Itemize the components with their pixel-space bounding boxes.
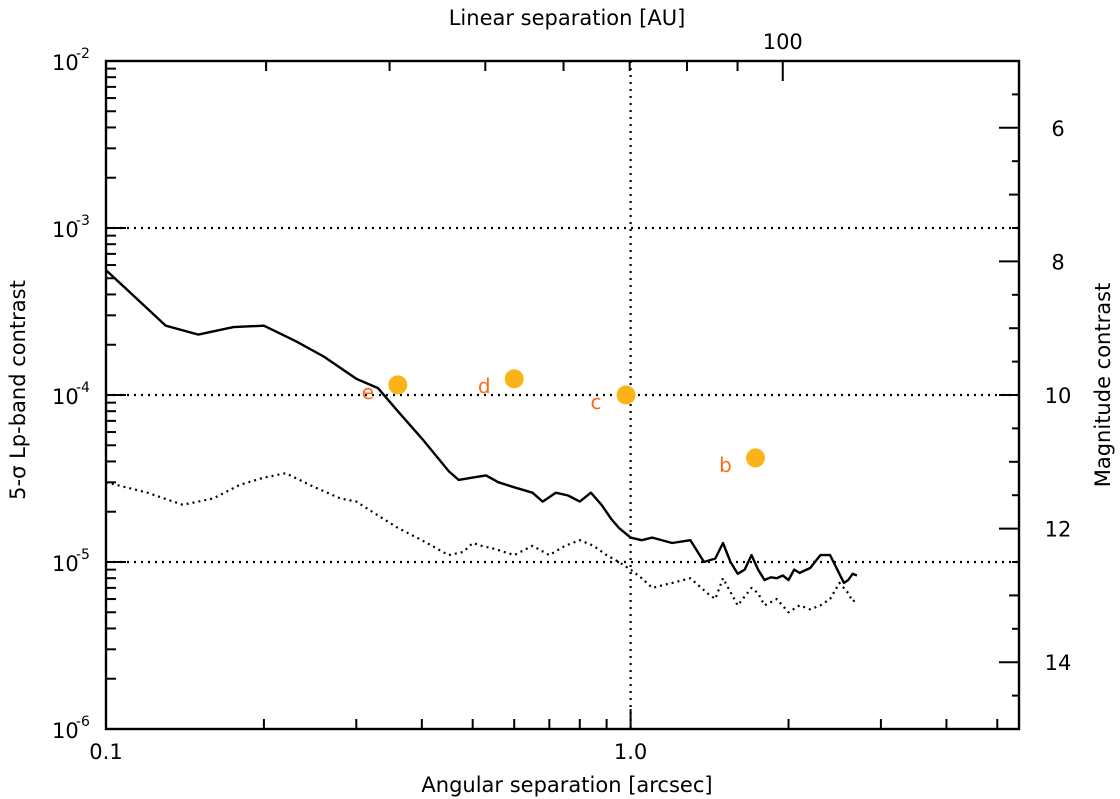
dotted-contrast-curve <box>105 472 858 614</box>
y-tick-label: 10-2 <box>52 46 90 75</box>
reference-lines <box>106 61 1019 729</box>
y-tick-label-base: 10 <box>52 51 79 75</box>
y-tick-label: 10-3 <box>52 213 90 242</box>
contrast-series <box>105 269 858 614</box>
right-axis-title: Magnitude contrast <box>1091 283 1115 488</box>
planet-label-c: c <box>591 390 602 414</box>
planet-point-e <box>388 375 408 395</box>
right-tick-label: 6 <box>1051 117 1064 141</box>
y-tick-label-exponent: -4 <box>76 380 90 396</box>
y-tick-label: 10-5 <box>52 547 90 576</box>
planet-markers: e d c b <box>362 369 765 477</box>
top-axis-title: Linear separation [AU] <box>449 6 686 30</box>
x-axis-title: Angular separation [arcsec] <box>421 773 712 797</box>
planet-point-c <box>616 385 636 405</box>
y-tick-label-exponent: -6 <box>76 714 90 730</box>
planet-label-d: d <box>478 374 491 398</box>
y-tick-label-exponent: -3 <box>76 213 90 229</box>
y-tick-label: 10-4 <box>52 380 90 409</box>
planet-label-e: e <box>362 380 374 404</box>
y-tick-label-base: 10 <box>52 385 79 409</box>
y-tick-label-base: 10 <box>52 552 79 576</box>
solid-contrast-curve <box>105 269 858 585</box>
axis-ticks <box>105 60 1019 730</box>
x-tick-label: 0.1 <box>89 740 122 764</box>
x-tick-label: 1.0 <box>614 740 647 764</box>
planet-point-b <box>745 448 765 468</box>
planet-label-b: b <box>719 453 732 477</box>
right-tick-label: 10 <box>1045 384 1072 408</box>
y-tick-label-exponent: -5 <box>76 547 90 563</box>
right-tick-label: 12 <box>1045 518 1072 542</box>
top-tick-label: 100 <box>763 30 803 54</box>
right-tick-label: 8 <box>1051 250 1064 274</box>
y-tick-label-base: 10 <box>52 218 79 242</box>
y-tick-label: 10-6 <box>52 714 90 743</box>
y-tick-label-base: 10 <box>52 719 79 743</box>
right-tick-label: 14 <box>1045 651 1072 675</box>
y-tick-label-exponent: -2 <box>76 46 90 62</box>
y-axis-title: 5-σ Lp-band contrast <box>6 280 30 500</box>
planet-point-d <box>504 369 524 389</box>
